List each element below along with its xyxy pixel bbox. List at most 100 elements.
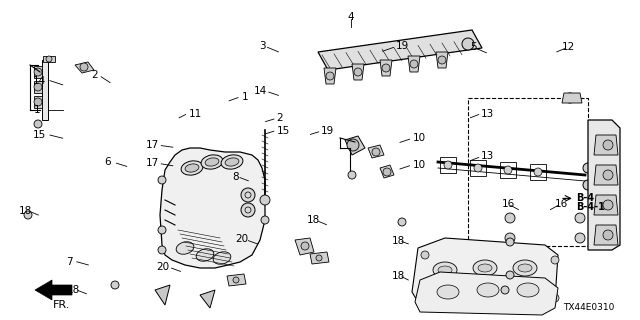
Circle shape [551,256,559,264]
Circle shape [565,93,575,103]
Polygon shape [380,165,394,178]
Polygon shape [295,238,314,255]
Ellipse shape [181,161,203,175]
Circle shape [506,271,514,279]
Circle shape [504,166,512,174]
Polygon shape [562,93,582,103]
Text: 8: 8 [232,172,239,182]
Circle shape [534,168,542,176]
Text: 1: 1 [242,92,248,102]
Text: 18: 18 [67,284,80,295]
Polygon shape [408,56,420,72]
Text: 18: 18 [307,215,320,225]
Polygon shape [160,148,265,268]
Polygon shape [415,272,558,315]
Circle shape [34,120,42,128]
Text: FR.: FR. [53,300,70,310]
Circle shape [316,255,322,261]
Circle shape [158,176,166,184]
Polygon shape [34,66,42,78]
Circle shape [603,230,613,240]
Text: 11: 11 [189,108,202,119]
Text: 4: 4 [348,12,354,22]
Text: 19: 19 [321,125,335,136]
Polygon shape [352,64,364,80]
Text: 13: 13 [481,151,495,161]
Ellipse shape [201,155,223,169]
Ellipse shape [478,264,492,272]
Text: 15: 15 [276,125,290,136]
Circle shape [505,233,515,243]
Circle shape [444,161,452,169]
Text: B-4: B-4 [576,193,594,204]
Polygon shape [380,60,392,76]
Circle shape [575,233,585,243]
Ellipse shape [213,252,231,264]
Circle shape [462,38,474,50]
Polygon shape [34,96,42,108]
Text: 17: 17 [145,140,159,150]
Circle shape [34,83,42,91]
Circle shape [347,139,359,151]
Ellipse shape [225,158,239,166]
Circle shape [301,242,309,250]
Circle shape [233,277,239,283]
Polygon shape [412,238,558,308]
Bar [468,98,588,246]
Circle shape [603,170,613,180]
Polygon shape [588,120,620,250]
Text: 2: 2 [92,70,98,80]
Polygon shape [318,30,482,70]
Text: 5: 5 [470,42,477,52]
Polygon shape [594,165,618,185]
Circle shape [421,291,429,299]
Circle shape [438,56,446,64]
Circle shape [382,64,390,72]
Circle shape [383,168,391,176]
Circle shape [501,286,509,294]
Circle shape [505,213,515,223]
Circle shape [600,210,610,220]
Text: B-4-1: B-4-1 [576,202,605,212]
Polygon shape [594,225,618,245]
Circle shape [111,281,119,289]
Circle shape [241,203,255,217]
Polygon shape [34,81,42,93]
Polygon shape [368,145,384,158]
Text: 14: 14 [254,86,268,96]
Circle shape [575,213,585,223]
Circle shape [241,188,255,202]
Text: 12: 12 [562,42,575,52]
Text: TX44E0310: TX44E0310 [563,303,614,312]
Circle shape [34,98,42,106]
Ellipse shape [437,285,459,299]
Text: 16: 16 [502,199,515,209]
Text: 18: 18 [392,236,404,246]
Text: 18: 18 [19,205,32,216]
Polygon shape [200,290,215,308]
Circle shape [46,56,52,62]
Text: 20: 20 [236,234,248,244]
Circle shape [600,195,610,205]
Circle shape [354,68,362,76]
Polygon shape [43,56,55,62]
Circle shape [600,163,610,173]
Ellipse shape [513,260,537,276]
Ellipse shape [477,283,499,297]
Polygon shape [227,274,246,286]
Polygon shape [324,68,336,84]
Polygon shape [594,195,618,215]
Polygon shape [75,62,94,73]
Text: 10: 10 [413,160,426,170]
Circle shape [24,211,32,219]
Circle shape [421,251,429,259]
Text: 16: 16 [556,199,568,209]
Circle shape [158,226,166,234]
Text: 15: 15 [33,130,46,140]
Circle shape [506,238,514,246]
Ellipse shape [221,155,243,169]
Ellipse shape [205,158,219,166]
Text: 6: 6 [104,156,111,167]
Circle shape [474,164,482,172]
Circle shape [410,60,418,68]
